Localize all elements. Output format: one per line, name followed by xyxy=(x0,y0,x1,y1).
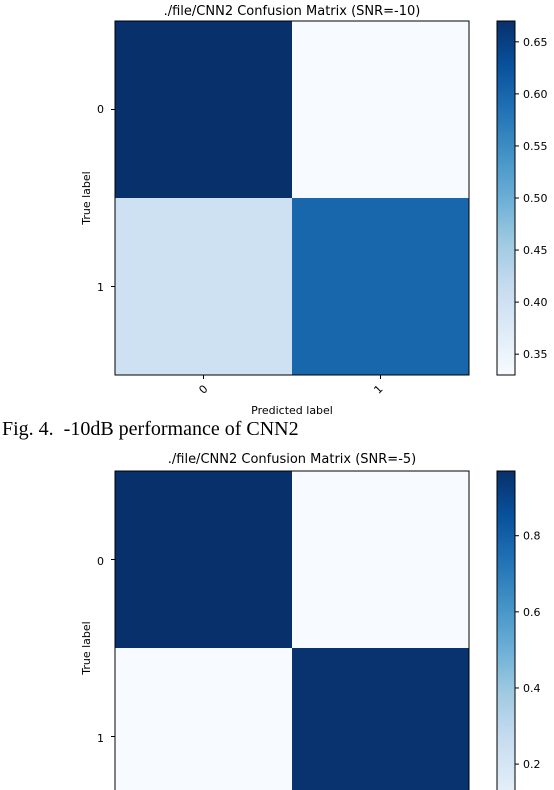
x-axis-label: Predicted label xyxy=(251,404,333,417)
y-tick-labels: 0 1 xyxy=(97,555,104,745)
colorbar-ticks: 0.8 0.6 0.4 0.2 xyxy=(515,530,541,771)
colorbar-tick-label: 0.8 xyxy=(523,530,541,543)
colorbar xyxy=(496,470,516,790)
colorbar-tick-label: 0.55 xyxy=(523,140,548,153)
heatmap-cell xyxy=(115,198,292,375)
heatmap-cells xyxy=(115,21,469,375)
y-tick-label: 1 xyxy=(97,281,104,294)
chart-title: ./file/CNN2 Confusion Matrix (SNR=-5) xyxy=(168,452,417,467)
colorbar-tick-label: 0.60 xyxy=(523,88,548,101)
colorbar-tick-label: 0.45 xyxy=(523,244,548,257)
heatmap-cell xyxy=(292,21,469,198)
confusion-matrix-chart-snr-minus-10: ./file/CNN2 Confusion Matrix (SNR=-10) 0… xyxy=(80,4,548,417)
colorbar-ticks: 0.65 0.60 0.55 0.50 0.45 0.40 0.35 xyxy=(515,36,548,361)
colorbar-tick-label: 0.50 xyxy=(523,192,548,205)
colorbar-tick-label: 0.35 xyxy=(523,348,548,361)
heatmap-cell xyxy=(115,471,292,648)
y-tick-label: 0 xyxy=(97,103,104,116)
heatmap-cell xyxy=(292,471,469,648)
x-tick-label: 1 xyxy=(371,382,385,396)
y-tick-label: 1 xyxy=(97,732,104,745)
plot-frame xyxy=(114,470,470,790)
colorbar-tick-label: 0.40 xyxy=(523,296,548,309)
colorbar-tick-label: 0.65 xyxy=(523,36,548,49)
y-axis-label: True label xyxy=(80,621,93,675)
plot-frame xyxy=(114,20,470,376)
colorbar-tick-label: 0.2 xyxy=(523,758,541,771)
heatmap-cell xyxy=(115,21,292,198)
figure-caption: Fig. 4. -10dB performance of CNN2 xyxy=(2,418,299,440)
y-tick-labels: 0 1 xyxy=(97,103,104,294)
y-axis-label: True label xyxy=(80,171,93,225)
colorbar-tick-label: 0.4 xyxy=(523,682,541,695)
confusion-matrix-chart-snr-minus-5: ./file/CNN2 Confusion Matrix (SNR=-5) 0 … xyxy=(80,452,541,790)
y-tick-label: 0 xyxy=(97,555,104,568)
heatmap-cell xyxy=(292,648,469,790)
heatmap-cell xyxy=(292,198,469,375)
x-tick-labels: 0 1 xyxy=(196,382,385,396)
heatmap-cells xyxy=(115,471,469,790)
heatmap-cell xyxy=(115,648,292,790)
colorbar-tick-label: 0.6 xyxy=(523,606,541,619)
chart-title: ./file/CNN2 Confusion Matrix (SNR=-10) xyxy=(164,4,421,19)
x-tick-label: 0 xyxy=(196,382,210,396)
colorbar xyxy=(496,20,516,376)
